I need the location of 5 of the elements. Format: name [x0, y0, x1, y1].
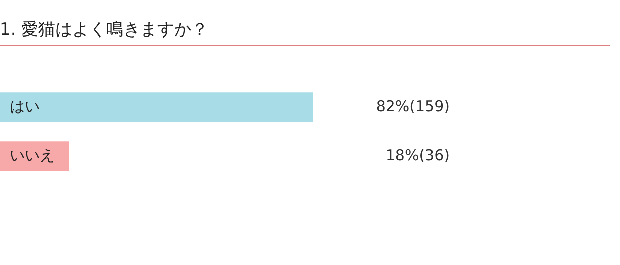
- y-tick-label: いいえ: [10, 146, 55, 164]
- chart-title: 1. 愛猫はよく鳴きますか？: [0, 18, 610, 46]
- y-tick-label: はい: [10, 97, 40, 116]
- data-label: 18%(36): [386, 146, 450, 164]
- data-label: 82%(159): [376, 97, 450, 116]
